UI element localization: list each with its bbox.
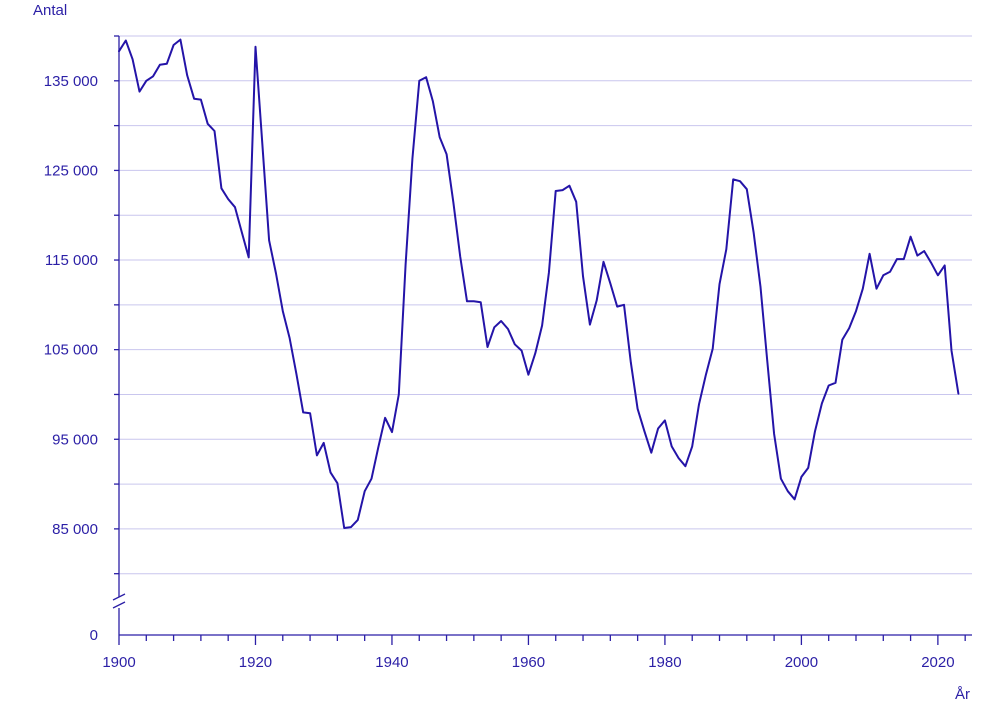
axis-break-mark [112, 601, 126, 609]
axis-break-mark [112, 593, 126, 601]
x-tick-label: 1960 [512, 654, 545, 671]
x-tick-label: 2020 [921, 654, 954, 671]
series-line [118, 38, 960, 529]
y-tick-label: 135 000 [44, 73, 98, 90]
x-axis-ticks: 1900 1920 1940 1960 1980 2000 2020 [102, 635, 966, 671]
axes [112, 36, 972, 636]
x-tick-label: 1900 [102, 654, 135, 671]
x-tick-label: 1940 [375, 654, 408, 671]
y-tick-label: 95 000 [52, 431, 98, 448]
series-group [118, 38, 960, 529]
y-tick-label: 85 000 [52, 521, 98, 538]
y-tick-label: 125 000 [44, 162, 98, 179]
y-axis-ticks: 85 000 95 000 105 000 115 000 125 000 135 000… [44, 35, 119, 644]
y-tick-label: 115 000 [45, 252, 98, 269]
y-tick-label-zero: 0 [90, 627, 98, 644]
x-tick-label: 2000 [785, 654, 818, 671]
x-tick-label: 1980 [648, 654, 681, 671]
x-tick-label: 1920 [239, 654, 272, 671]
y-axis-title: Antal [33, 2, 67, 19]
x-axis-title: År [955, 686, 970, 703]
y-tick-label: 105 000 [44, 342, 98, 359]
